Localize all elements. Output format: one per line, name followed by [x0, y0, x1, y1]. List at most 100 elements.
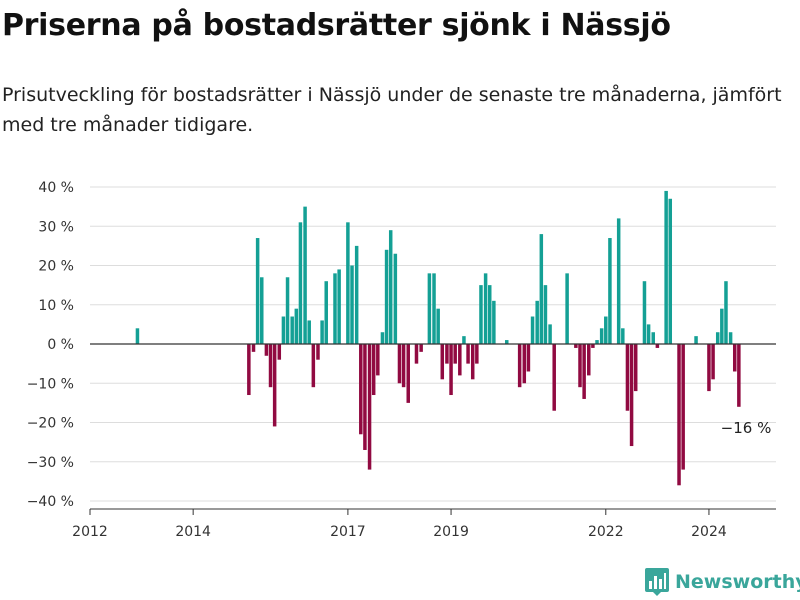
x-tick-label: 2012: [72, 524, 108, 540]
x-tick-label: 2024: [691, 524, 727, 540]
bar: [432, 273, 436, 344]
y-tick-label: −20 %: [27, 416, 74, 432]
bar: [303, 206, 307, 345]
bars: [135, 190, 741, 486]
bar: [324, 281, 328, 344]
bar: [677, 344, 681, 486]
chart-title: Priserna på bostadsrätter sjönk i Nässjö: [2, 8, 671, 43]
bar: [401, 344, 406, 388]
bar: [543, 285, 548, 345]
bar: [350, 265, 354, 344]
x-axis: 2012 2014 2017 2019 2022 2024: [72, 508, 776, 540]
bar: [587, 344, 591, 376]
bar: [539, 234, 544, 344]
bar: [388, 230, 393, 344]
bar: [445, 344, 449, 364]
y-tick-label: 10 %: [38, 298, 74, 314]
bar: [311, 344, 316, 388]
bar: [694, 336, 698, 344]
bar: [384, 249, 389, 344]
bar: [285, 277, 290, 344]
bar: [664, 190, 668, 344]
bar: [475, 344, 479, 364]
bar: [737, 344, 741, 407]
x-tick-label: 2017: [330, 524, 366, 540]
bar: [591, 344, 595, 348]
bar: [505, 340, 509, 344]
bar: [668, 198, 673, 344]
bar: [371, 344, 376, 396]
bar: [595, 340, 599, 344]
bar: [548, 324, 552, 345]
bar: [440, 344, 445, 380]
bar: [247, 344, 251, 396]
bar: [397, 344, 402, 384]
bar: [720, 308, 724, 344]
bar: [277, 344, 282, 360]
bar: [466, 344, 470, 364]
bar: [419, 344, 423, 352]
y-tick-label: 20 %: [38, 259, 74, 275]
bar: [522, 344, 527, 384]
bar: [380, 332, 385, 344]
bar: [625, 344, 630, 411]
bar: [629, 344, 634, 447]
bar: [363, 344, 367, 450]
bar: [135, 328, 140, 344]
bar: [582, 344, 586, 399]
bar: [462, 336, 466, 344]
y-tick-label: 40 %: [38, 180, 74, 196]
bar: [307, 320, 311, 344]
bar: [711, 344, 715, 380]
y-tick-label: −30 %: [27, 455, 74, 471]
bar: [608, 238, 612, 344]
bar-chart: 40 %30 %20 %10 %0 %−10 %−20 %−30 %−40 % …: [27, 180, 776, 540]
bar: [376, 344, 380, 376]
bar: [552, 344, 556, 411]
bar: [264, 344, 269, 356]
bar: [453, 344, 457, 364]
bar: [604, 316, 608, 344]
brand: Newsworthy: [645, 568, 800, 596]
bar: [517, 344, 522, 388]
bar: [367, 344, 372, 470]
bar: [436, 308, 440, 344]
bar: [724, 281, 728, 344]
bar: [427, 273, 432, 344]
bar: [651, 332, 655, 344]
bar: [251, 344, 256, 352]
bar: [642, 281, 647, 344]
x-tick-label: 2019: [433, 524, 469, 540]
bar: [449, 344, 453, 396]
bar: [574, 344, 578, 348]
bar: [715, 332, 720, 344]
bar: [298, 222, 303, 344]
bar: [414, 344, 419, 364]
bar: [732, 344, 737, 372]
bar: [616, 218, 621, 344]
bar: [707, 344, 711, 392]
bar: [406, 344, 410, 403]
y-tick-label: 30 %: [38, 219, 74, 235]
bar: [530, 316, 535, 344]
bar: [320, 320, 324, 344]
bar: [354, 245, 359, 345]
bar: [578, 344, 582, 388]
bar: [599, 328, 604, 344]
bar: [272, 344, 277, 427]
bar: [458, 344, 462, 376]
bar: [281, 316, 286, 344]
bar: [337, 269, 341, 344]
bar: [526, 344, 531, 372]
y-tick-label: 0 %: [47, 337, 74, 353]
bar: [565, 273, 569, 344]
bar: [393, 253, 398, 344]
bar: [646, 324, 651, 345]
y-tick-label: −40 %: [27, 494, 74, 510]
bar: [633, 344, 638, 392]
bar: [655, 344, 660, 348]
bar: [470, 344, 475, 380]
bar: [290, 316, 294, 344]
last-value-annotation: −16 %: [721, 419, 772, 437]
bar: [333, 273, 337, 344]
